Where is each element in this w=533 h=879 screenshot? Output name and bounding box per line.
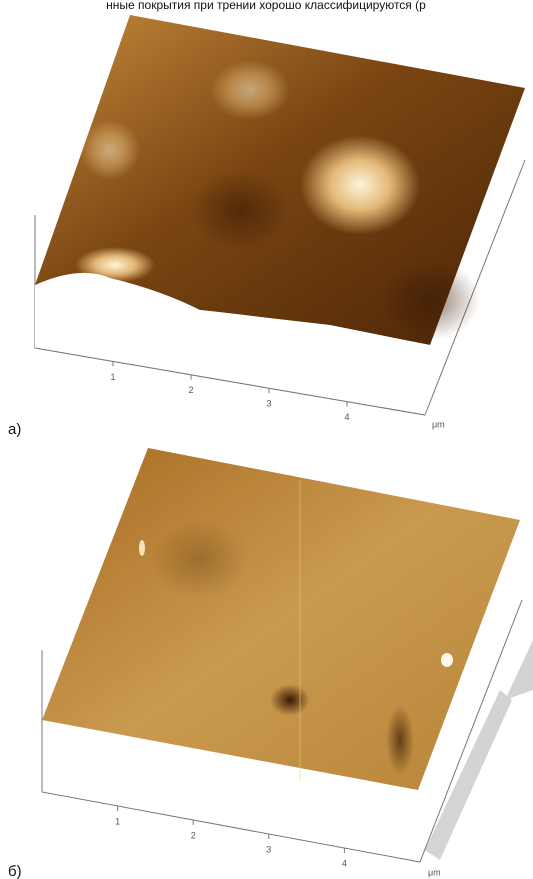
axis-tick-label: 4 bbox=[344, 412, 349, 422]
axis-tick-label: 3 bbox=[266, 844, 271, 854]
axis-tick-label: 2 bbox=[188, 385, 193, 395]
axis-unit: μm bbox=[428, 867, 441, 877]
axis-tick-label: 4 bbox=[342, 858, 347, 868]
axis-tick-label: 1 bbox=[115, 816, 120, 826]
figure-label: б) bbox=[8, 863, 22, 879]
page: нные покрытия при трении хорошо классифи… bbox=[0, 0, 533, 879]
axis-tick-label: 2 bbox=[191, 830, 196, 840]
figure-label: а) bbox=[8, 421, 21, 438]
axis-unit: μm bbox=[432, 419, 445, 429]
axis-tick-label: 1 bbox=[110, 372, 115, 382]
axis-tick-label: 3 bbox=[266, 399, 271, 409]
afm-image-a bbox=[35, 15, 525, 415]
header-text: нные покрытия при трении хорошо классифи… bbox=[106, 0, 426, 12]
